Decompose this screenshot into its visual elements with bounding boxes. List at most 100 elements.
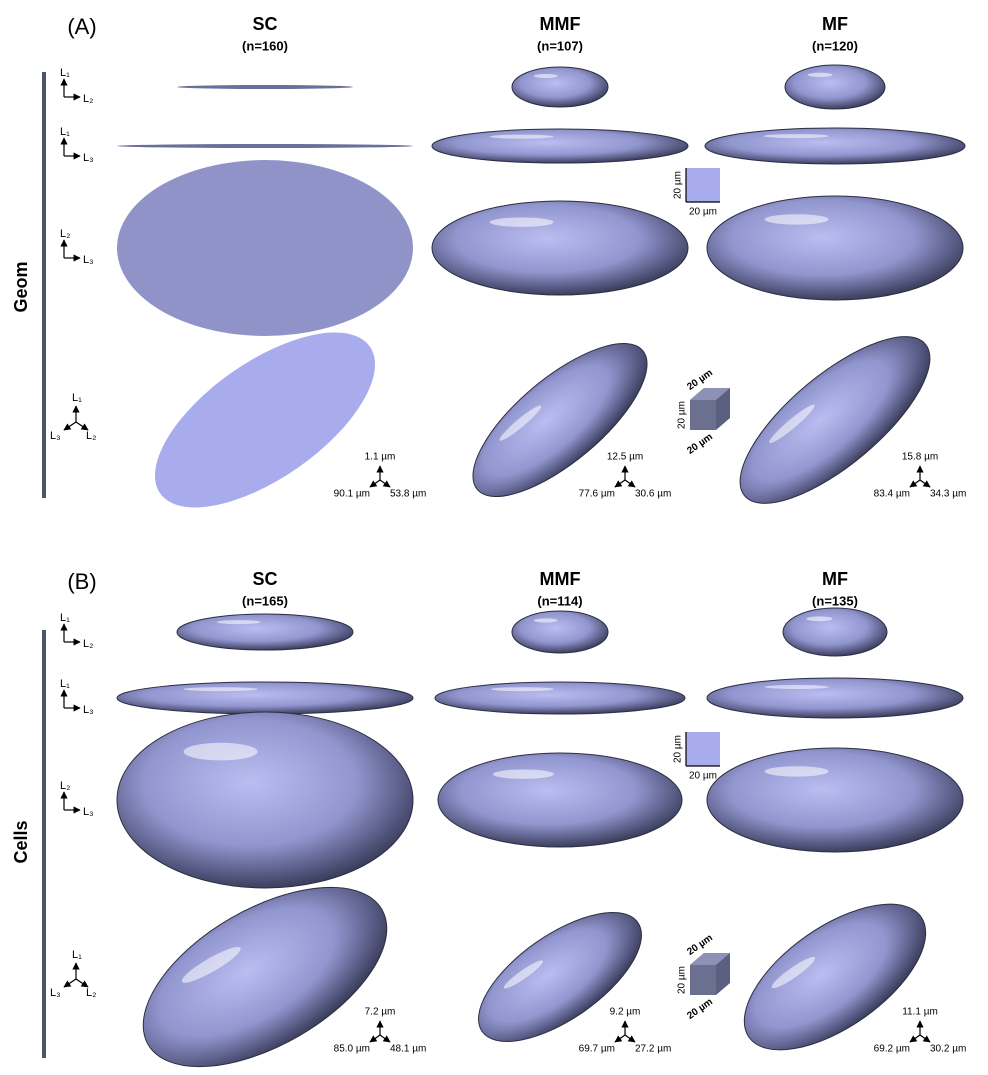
scale-label: 20 µm xyxy=(677,401,688,429)
group-label: Cells xyxy=(11,820,31,863)
panel-label: (B) xyxy=(67,569,96,594)
panel-label: (A) xyxy=(67,14,96,39)
axis-label: L₂ xyxy=(83,93,93,105)
axis-label: L₃ xyxy=(83,806,94,818)
axis-label: L₂ xyxy=(83,638,93,650)
highlight xyxy=(765,214,829,224)
column-count: (n=120) xyxy=(812,38,858,53)
scale-label: 20 µm xyxy=(685,996,715,1021)
column-count: (n=160) xyxy=(242,38,288,53)
dimension-label: 30.2 µm xyxy=(930,1044,966,1055)
scale-label: 20 µm xyxy=(689,207,717,218)
highlight xyxy=(490,135,554,139)
ellipsoid-view xyxy=(705,128,965,164)
axis-arrow xyxy=(370,1035,380,1042)
scale-label: 20 µm xyxy=(685,431,715,456)
axis-arrow xyxy=(920,1035,930,1042)
ellipsoid-view xyxy=(177,614,353,650)
axis-label: L₁ xyxy=(72,392,82,404)
ellipsoid-view xyxy=(117,712,413,888)
column-title: MF xyxy=(822,569,848,589)
dimension-label: 30.6 µm xyxy=(635,489,671,500)
dimension-label: 83.4 µm xyxy=(874,489,910,500)
highlight xyxy=(493,769,554,778)
dimension-label: 90.1 µm xyxy=(334,489,370,500)
axis-arrow xyxy=(64,422,76,430)
axis-arrow xyxy=(625,1035,635,1042)
highlight xyxy=(491,687,554,691)
axis-arrow xyxy=(910,480,920,487)
ellipsoid-view xyxy=(716,310,955,531)
column-title: MF xyxy=(822,14,848,34)
scale-label: 20 µm xyxy=(689,771,717,782)
group-label: Geom xyxy=(11,261,31,312)
axis-label: L₂ xyxy=(86,987,96,999)
dimension-label: 85.0 µm xyxy=(334,1044,370,1055)
dimension-label: 9.2 µm xyxy=(610,1007,641,1018)
axis-label: L₃ xyxy=(50,430,61,442)
column-count: (n=135) xyxy=(812,593,858,608)
axis-label: L₁ xyxy=(60,612,70,624)
axis-label: L₃ xyxy=(83,254,94,266)
axis-label: L₁ xyxy=(60,67,70,79)
scale-cube-face xyxy=(690,400,716,430)
dimension-label: 69.2 µm xyxy=(874,1044,910,1055)
dimension-label: 12.5 µm xyxy=(607,452,643,463)
highlight xyxy=(765,766,829,776)
dimension-label: 1.1 µm xyxy=(365,452,396,463)
ellipsoid-view xyxy=(438,753,682,847)
ellipsoid-view xyxy=(177,85,353,89)
scale-cube-face xyxy=(690,965,716,995)
ellipsoid-view xyxy=(117,144,413,148)
axis-label: L₂ xyxy=(86,430,96,442)
dimension-label: 34.3 µm xyxy=(930,489,966,500)
ellipsoid-view xyxy=(435,682,685,714)
highlight xyxy=(808,73,833,77)
axis-arrow xyxy=(615,480,625,487)
dimension-label: 11.1 µm xyxy=(902,1007,938,1018)
axis-label: L₂ xyxy=(60,780,70,792)
axis-arrow xyxy=(380,480,390,487)
column-count: (n=114) xyxy=(537,593,582,608)
highlight xyxy=(490,217,554,226)
axis-label: L₃ xyxy=(50,987,61,999)
ellipsoid-view xyxy=(783,608,887,656)
column-title: MMF xyxy=(540,569,581,589)
axis-arrow xyxy=(370,480,380,487)
axis-label: L₃ xyxy=(83,152,94,164)
dimension-label: 27.2 µm xyxy=(635,1044,671,1055)
figure: (A)GeomL₁L₂L₁L₃L₂L₃L₁L₃L₂SC(n=160)1.1 µm… xyxy=(0,0,988,1075)
highlight xyxy=(765,685,829,689)
axis-arrow xyxy=(910,1035,920,1042)
ellipsoid-view xyxy=(720,876,949,1075)
axis-arrow xyxy=(625,480,635,487)
dimension-label: 77.6 µm xyxy=(579,489,615,500)
dimension-label: 69.7 µm xyxy=(579,1044,615,1055)
ellipsoid-view xyxy=(707,748,963,852)
highlight xyxy=(534,74,558,78)
scale-label: 20 µm xyxy=(673,735,684,763)
highlight xyxy=(806,616,832,621)
axis-arrow xyxy=(380,1035,390,1042)
column-count: (n=107) xyxy=(537,38,583,53)
dimension-label: 15.8 µm xyxy=(902,452,938,463)
ellipsoid-view xyxy=(512,611,608,653)
ellipsoid-view xyxy=(117,682,413,714)
highlight xyxy=(184,687,258,691)
scale-label: 20 µm xyxy=(673,171,684,199)
axis-label: L₁ xyxy=(60,678,70,690)
axis-arrow xyxy=(615,1035,625,1042)
ellipsoid-view xyxy=(432,129,688,163)
ellipsoid-view xyxy=(117,160,413,336)
axis-arrow xyxy=(64,979,76,987)
axis-arrow xyxy=(920,480,930,487)
ellipsoid-view xyxy=(707,678,963,718)
axis-label: L₂ xyxy=(60,228,70,240)
axis-label: L₃ xyxy=(83,704,94,716)
dimension-label: 53.8 µm xyxy=(390,489,426,500)
highlight xyxy=(217,620,261,624)
ellipsoid-view xyxy=(512,67,608,107)
ellipsoid-view xyxy=(707,196,963,300)
highlight xyxy=(534,618,558,622)
axis-arrow xyxy=(76,979,88,987)
